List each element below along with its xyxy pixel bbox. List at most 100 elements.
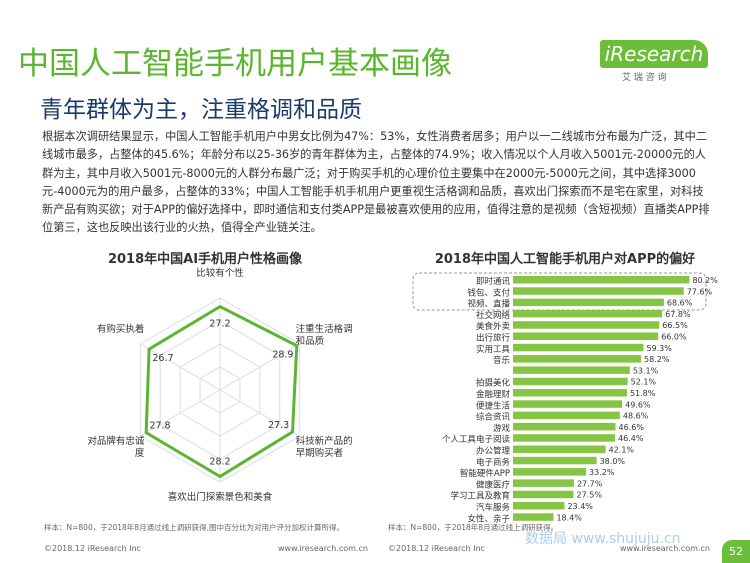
bar xyxy=(513,513,554,521)
radar-axis xyxy=(140,343,221,391)
category-label: 综合资讯 xyxy=(476,412,511,423)
value-label: 42.1% xyxy=(609,446,635,455)
bar xyxy=(513,468,587,476)
category-label: 汽车服务 xyxy=(476,502,511,513)
bar xyxy=(513,434,616,442)
value-label: 68.6% xyxy=(667,299,693,308)
bar xyxy=(513,287,684,295)
footer: ©2018.12 iResearch Inc xyxy=(388,544,485,553)
value-label: 27.7% xyxy=(577,479,603,488)
value-label: 77.6% xyxy=(687,287,713,296)
value-label: 38.0% xyxy=(600,457,626,466)
bar xyxy=(513,343,644,352)
category-label: 音乐 xyxy=(493,355,511,366)
value-label: 58.2% xyxy=(644,355,670,364)
subtitle: 青年群体为主，注重格调和品质 xyxy=(40,97,362,123)
watermark: 数据局 www.shujuju.cn xyxy=(525,531,681,547)
axis-label: 科技新产品的早期购买者 xyxy=(295,436,353,459)
value-label: 53.1% xyxy=(633,366,659,375)
value-label: 80.2% xyxy=(692,276,718,285)
category-label: 视频、直播 xyxy=(467,299,510,310)
axis-label: 比较有个性 xyxy=(196,268,244,279)
value-label: 46.6% xyxy=(619,423,645,432)
bar xyxy=(513,422,616,431)
category-label: 健康医疗 xyxy=(476,479,511,490)
value-label: 28.9 xyxy=(272,350,293,361)
category-label: 美食外卖 xyxy=(476,321,511,332)
value-label: 27.3 xyxy=(268,420,289,431)
category-label: 拍摄美化 xyxy=(476,378,511,389)
value-label: 27.8 xyxy=(149,421,170,432)
bar xyxy=(513,309,663,318)
bar xyxy=(513,389,627,397)
bar xyxy=(513,411,620,420)
bar xyxy=(513,400,623,408)
value-label: 33.2% xyxy=(589,468,615,477)
radar-line xyxy=(144,304,299,479)
value-label: 67.8% xyxy=(665,310,691,319)
axis-label: 注重生活格调和品质 xyxy=(295,324,353,347)
bar xyxy=(513,276,690,284)
value-label: 27.5% xyxy=(577,491,603,500)
value-label: 52.1% xyxy=(631,378,657,387)
value-label: 23.4% xyxy=(567,502,593,511)
category-label: 钱包、支付 xyxy=(467,287,510,298)
title: 中国人工智能手机用户基本画像 xyxy=(18,46,452,82)
logo-sub: 艾 瑞 咨 询 xyxy=(622,73,667,83)
category-label: 电子商务 xyxy=(476,457,511,468)
bar xyxy=(513,377,628,386)
category-label: 学习工具及教育 xyxy=(450,491,510,502)
footer: www.iresearch.com.cn xyxy=(278,544,368,553)
paragraph: 根据本次调研结果显示，中国人工智能手机用户中男女比例为47%：53%，女性消费者… xyxy=(42,130,710,235)
highlight-box xyxy=(412,272,707,311)
bar xyxy=(513,456,597,465)
bar xyxy=(513,366,630,374)
bar xyxy=(513,502,565,510)
value-label: 51.8% xyxy=(630,389,656,398)
bar xyxy=(513,445,606,453)
value-label: 48.6% xyxy=(623,412,649,421)
value-label: 26.7 xyxy=(152,353,173,364)
value-label: 66.5% xyxy=(662,321,688,330)
note: 样本：N=800，于2018年8月通过线上调研获得,图中百分比为对用户评分加权计… xyxy=(44,523,344,532)
chart-title: 2018年中国AI手机用户性格画像 xyxy=(107,252,303,267)
value-label: 66.0% xyxy=(661,333,687,342)
category-label: 即时通讯 xyxy=(476,276,511,287)
axis-label: 喜欢出门探索景色和美食 xyxy=(167,492,273,503)
footer: ©2018.12 iResearch Inc xyxy=(44,544,141,553)
value-label: 28.2 xyxy=(209,456,230,467)
category-label: 智能硬件APP xyxy=(460,468,510,479)
chart-title: 2018年中国人工智能手机用户对APP的偏好 xyxy=(434,252,696,267)
category-label: 便捷生活 xyxy=(476,400,511,411)
category-label: 金融理财 xyxy=(476,389,511,400)
page-number: 52 xyxy=(722,540,750,563)
category-label: 出行旅行 xyxy=(476,333,511,344)
value-label: 18.4% xyxy=(556,513,582,522)
value-label: 59.3% xyxy=(646,344,672,353)
radar-axis xyxy=(219,389,300,437)
footer: www.iresearch.com.cn xyxy=(620,544,710,553)
bar xyxy=(513,355,642,363)
category-label: 实用工具 xyxy=(476,344,511,355)
value-label: 27.2 xyxy=(209,319,230,330)
axis-label: 有购买执着 xyxy=(96,324,145,335)
logo: iResearch xyxy=(600,40,708,68)
axis-label: 对品牌有忠诚度 xyxy=(87,436,145,459)
radar-axis xyxy=(140,389,221,437)
bar xyxy=(513,321,660,329)
category-label: 社交网络 xyxy=(476,310,511,321)
note: 样本：N=800，于2018年8月通过线上调研获得。 xyxy=(388,523,559,532)
category-label: 游戏 xyxy=(493,423,511,434)
bar xyxy=(513,332,659,340)
category-label: 女性、亲子 xyxy=(467,513,510,524)
bar xyxy=(513,479,574,487)
radar-axis xyxy=(219,343,300,391)
bar xyxy=(513,298,664,307)
bar xyxy=(513,490,574,499)
value-label: 46.4% xyxy=(618,434,644,443)
category-label: 办公管理 xyxy=(476,446,511,457)
value-label: 49.6% xyxy=(625,400,651,409)
category-label: 个人工具电子阅读 xyxy=(442,434,511,445)
